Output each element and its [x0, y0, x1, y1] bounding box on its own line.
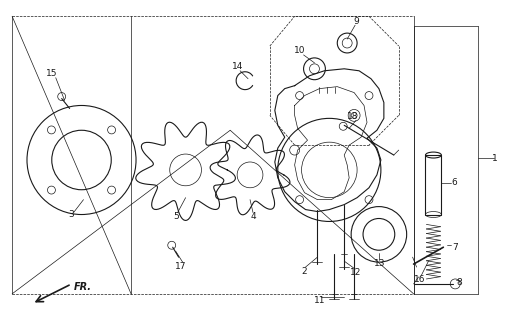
Text: 11: 11 — [313, 296, 325, 305]
Text: 12: 12 — [351, 268, 362, 276]
Text: 3: 3 — [69, 210, 75, 219]
Text: 14: 14 — [232, 62, 243, 71]
Text: 16: 16 — [414, 276, 425, 284]
Text: FR.: FR. — [74, 282, 91, 292]
Text: 2: 2 — [302, 267, 307, 276]
Text: 5: 5 — [173, 212, 178, 221]
Text: 7: 7 — [452, 243, 458, 252]
Text: 1: 1 — [492, 154, 498, 163]
Text: 13: 13 — [374, 259, 386, 268]
Text: 17: 17 — [175, 261, 186, 271]
Bar — [426, 155, 441, 214]
Text: 9: 9 — [353, 17, 359, 26]
Text: 6: 6 — [452, 178, 457, 187]
Text: 18: 18 — [347, 112, 359, 121]
Text: 8: 8 — [456, 278, 462, 287]
Text: 10: 10 — [294, 46, 305, 55]
Text: 4: 4 — [250, 212, 256, 221]
Text: 15: 15 — [46, 69, 57, 78]
